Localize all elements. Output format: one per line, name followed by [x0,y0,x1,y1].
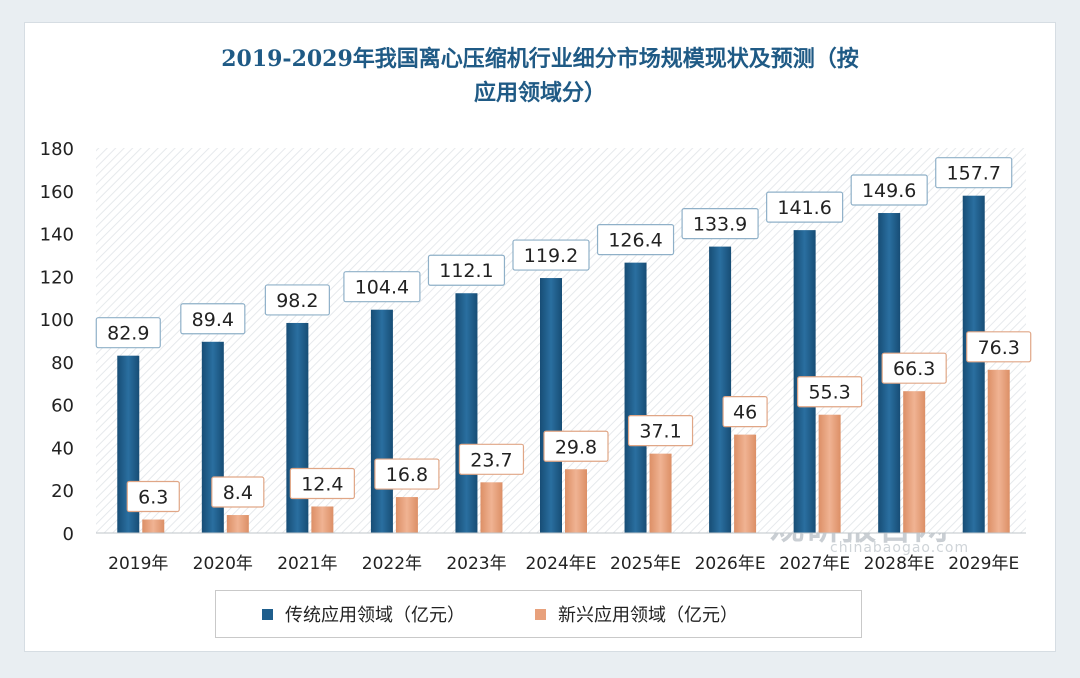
bar-emerging [480,482,503,533]
bar-emerging [142,519,165,533]
y-tick-label: 180 [40,139,74,160]
data-label-box-traditional [935,157,1013,189]
x-tick-label: 2024年E [525,554,596,574]
legend-item-emerging: 新兴应用领域（亿元） [535,601,738,627]
legend-item-traditional: 传统应用领域（亿元） [262,601,465,627]
x-tick-label: 2022年 [362,554,422,574]
data-label-box-emerging [458,443,525,475]
legend-swatch-emerging [535,608,546,620]
bar-traditional [540,278,562,533]
data-label-traditional: 126.4 [608,230,662,252]
y-tick-label: 140 [40,225,74,246]
data-label-box-traditional [512,239,590,271]
data-label-box-traditional [427,254,506,286]
data-label-traditional: 149.6 [862,180,916,202]
bar-emerging [311,506,334,533]
data-label-emerging: 66.3 [893,358,935,380]
bar-traditional [709,246,732,533]
x-tick-label: 2025年E [610,554,681,574]
legend: 传统应用领域（亿元） 新兴应用领域（亿元） [215,590,862,638]
data-label-box-emerging [627,415,694,447]
data-label-box-traditional [596,224,675,256]
data-label-box-traditional [180,303,246,335]
legend-label-emerging: 新兴应用领域（亿元） [558,605,738,626]
bar-emerging [903,391,926,533]
data-label-traditional: 98.2 [276,290,318,312]
data-label-emerging: 55.3 [808,382,850,404]
y-tick-label: 120 [40,267,74,288]
x-tick-label: 2027年E [779,554,850,574]
bar-traditional [286,322,309,533]
data-label-box-emerging [966,331,1032,363]
x-tick-label: 2021年 [277,554,337,574]
bar-emerging [565,469,587,533]
data-label-box-traditional [264,284,330,316]
y-tick-label: 0 [63,524,74,545]
legend-swatch-traditional [262,608,273,620]
bar-traditional [624,262,647,533]
y-tick-label: 40 [51,438,74,459]
data-label-box-traditional [766,191,844,223]
bar-traditional [455,293,478,533]
chart-title-line-1: 2019-2029年我国离心压缩机行业细分市场规模现状及预测（按 [221,46,859,72]
data-label-box-traditional [850,174,928,206]
data-label-emerging: 16.8 [386,464,428,486]
bar-traditional [962,195,985,534]
data-label-traditional: 119.2 [524,245,578,267]
bar-emerging [818,414,841,533]
data-label-emerging: 46 [733,402,757,424]
data-label-traditional: 157.7 [947,163,1001,185]
watermark-url: chinabaogao.com [830,540,970,556]
bar-emerging [226,515,249,533]
y-tick-label: 100 [40,310,74,331]
chart-title-line-2: 应用领域分） [473,80,606,106]
bar-emerging [649,453,672,533]
chart-title: 2019-2029年我国离心压缩机行业细分市场规模现状及预测（按 应用领域分） [60,42,1020,110]
data-label-box-emerging [881,352,947,384]
data-label-traditional: 104.4 [355,277,409,299]
y-tick-label: 20 [51,481,74,502]
legend-label-traditional: 传统应用领域（亿元） [285,605,465,626]
x-tick-label: 2028年E [864,554,935,574]
y-tick-label: 160 [40,182,74,203]
data-label-emerging: 12.4 [301,473,343,495]
bar-emerging [987,369,1010,533]
data-label-emerging: 6.3 [138,487,168,509]
x-tick-label: 2019年 [108,554,168,574]
bar-traditional [370,309,393,533]
y-tick-label: 60 [51,396,74,417]
data-label-emerging: 29.8 [555,436,597,458]
data-label-box-emerging [211,476,265,508]
data-label-box-emerging [289,467,355,500]
x-tick-label: 2020年 [193,554,253,574]
x-tick-label: 2026年E [695,554,766,574]
data-label-traditional: 82.9 [107,323,149,345]
data-label-emerging: 8.4 [223,482,253,504]
data-label-emerging: 76.3 [978,337,1020,359]
data-label-box-traditional [343,271,421,303]
data-label-box-emerging [374,458,440,490]
data-label-box-emerging [797,376,863,408]
data-label-box-traditional [681,208,759,240]
data-label-box-emerging [543,430,609,462]
data-label-emerging: 37.1 [639,421,681,443]
data-label-traditional: 112.1 [439,260,493,282]
data-label-box-emerging [126,480,180,513]
bar-emerging [734,434,757,533]
data-label-emerging: 23.7 [470,449,512,471]
data-label-traditional: 141.6 [777,197,831,219]
x-tick-label: 2023年 [446,554,506,574]
y-tick-label: 80 [51,353,74,374]
x-tick-label: 2029年E [948,554,1019,574]
data-label-traditional: 89.4 [192,309,234,331]
data-label-box-emerging [722,396,768,428]
data-label-box-traditional [95,317,161,349]
data-label-traditional: 133.9 [693,214,747,236]
bar-emerging [395,497,418,533]
